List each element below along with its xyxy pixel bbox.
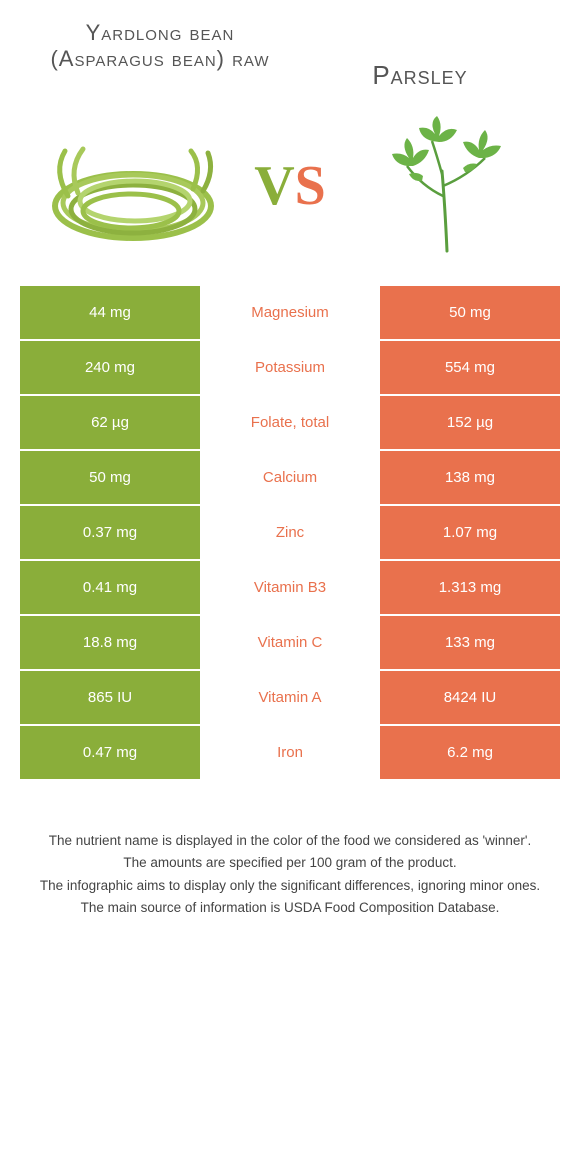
left-value: 240 mg bbox=[20, 341, 200, 394]
footnotes: The nutrient name is displayed in the co… bbox=[0, 781, 580, 940]
right-value: 152 µg bbox=[380, 396, 560, 449]
right-value: 133 mg bbox=[380, 616, 560, 669]
table-row: 0.47 mgIron6.2 mg bbox=[20, 726, 560, 779]
left-food-image bbox=[20, 111, 246, 261]
nutrient-label: Iron bbox=[200, 726, 380, 779]
nutrient-label: Magnesium bbox=[200, 286, 380, 339]
nutrient-label: Vitamin C bbox=[200, 616, 380, 669]
vs-label: VS bbox=[246, 154, 334, 218]
footnote-line: The amounts are specified per 100 gram o… bbox=[30, 853, 550, 873]
table-row: 865 IUVitamin A8424 IU bbox=[20, 671, 560, 724]
footnote-line: The nutrient name is displayed in the co… bbox=[30, 831, 550, 851]
nutrient-label: Folate, total bbox=[200, 396, 380, 449]
comparison-table: 44 mgMagnesium50 mg240 mgPotassium554 mg… bbox=[0, 286, 580, 779]
nutrient-label: Zinc bbox=[200, 506, 380, 559]
footnote-line: The infographic aims to display only the… bbox=[30, 876, 550, 896]
table-row: 18.8 mgVitamin C133 mg bbox=[20, 616, 560, 669]
left-value: 44 mg bbox=[20, 286, 200, 339]
right-value: 6.2 mg bbox=[380, 726, 560, 779]
table-row: 44 mgMagnesium50 mg bbox=[20, 286, 560, 339]
left-value: 62 µg bbox=[20, 396, 200, 449]
table-row: 0.41 mgVitamin B31.313 mg bbox=[20, 561, 560, 614]
left-value: 0.37 mg bbox=[20, 506, 200, 559]
vs-v: V bbox=[254, 155, 294, 217]
right-value: 8424 IU bbox=[380, 671, 560, 724]
header: Yardlong bean (Asparagus bean) raw Parsl… bbox=[0, 0, 580, 101]
left-value: 0.47 mg bbox=[20, 726, 200, 779]
images-row: VS bbox=[0, 101, 580, 286]
left-title-col: Yardlong bean (Asparagus bean) raw bbox=[30, 20, 290, 73]
parsley-icon bbox=[377, 116, 517, 256]
right-value: 138 mg bbox=[380, 451, 560, 504]
left-value: 865 IU bbox=[20, 671, 200, 724]
nutrient-label: Vitamin B3 bbox=[200, 561, 380, 614]
table-row: 240 mgPotassium554 mg bbox=[20, 341, 560, 394]
left-value: 0.41 mg bbox=[20, 561, 200, 614]
yardlong-bean-icon bbox=[43, 121, 223, 251]
left-value: 18.8 mg bbox=[20, 616, 200, 669]
footnote-line: The main source of information is USDA F… bbox=[30, 898, 550, 918]
table-row: 50 mgCalcium138 mg bbox=[20, 451, 560, 504]
vs-s: S bbox=[295, 155, 326, 217]
nutrient-label: Calcium bbox=[200, 451, 380, 504]
table-row: 0.37 mgZinc1.07 mg bbox=[20, 506, 560, 559]
left-food-title: Yardlong bean (Asparagus bean) raw bbox=[30, 20, 290, 73]
nutrient-label: Vitamin A bbox=[200, 671, 380, 724]
right-title-col: Parsley bbox=[290, 20, 550, 91]
nutrient-label: Potassium bbox=[200, 341, 380, 394]
table-row: 62 µgFolate, total152 µg bbox=[20, 396, 560, 449]
right-value: 1.07 mg bbox=[380, 506, 560, 559]
left-value: 50 mg bbox=[20, 451, 200, 504]
right-value: 554 mg bbox=[380, 341, 560, 394]
right-value: 50 mg bbox=[380, 286, 560, 339]
right-food-title: Parsley bbox=[290, 20, 550, 91]
right-food-image bbox=[334, 111, 560, 261]
right-value: 1.313 mg bbox=[380, 561, 560, 614]
